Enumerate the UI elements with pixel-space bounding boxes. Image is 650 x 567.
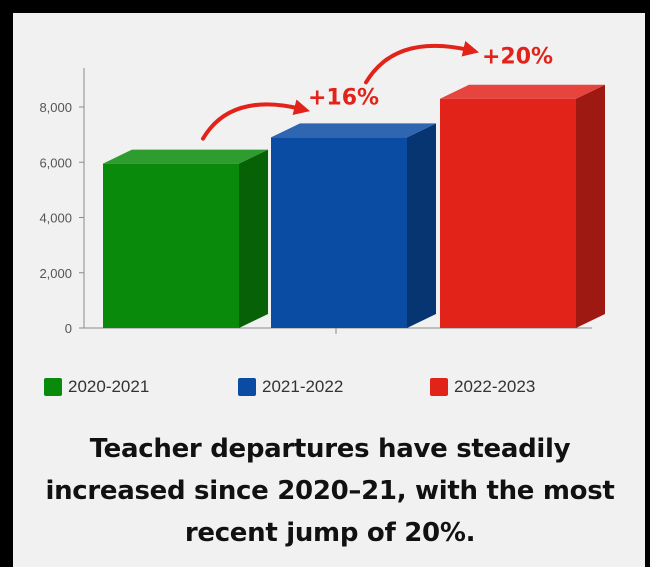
bar-front [103, 163, 239, 328]
growth-label: +16% [308, 85, 379, 110]
y-tick-label: 8,000 [39, 100, 72, 115]
y-tick-label: 6,000 [39, 155, 72, 170]
y-tick-label: 2,000 [39, 266, 72, 281]
bar-side [239, 149, 268, 328]
growth-arrow [364, 40, 480, 85]
chart-caption: Teacher departures have steadily increas… [45, 434, 615, 548]
bar-side [576, 84, 605, 329]
bar-2022-2023 [440, 84, 605, 329]
legend-label: 2021-2022 [262, 377, 344, 396]
bars [103, 84, 605, 329]
legend-item-2020-2021: 2020-2021 [44, 377, 149, 397]
legend-label: 2020-2021 [68, 377, 150, 396]
bar-top [103, 149, 268, 164]
legend-item-2021-2022: 2021-2022 [238, 377, 343, 397]
bar-top [271, 123, 436, 138]
legend: 2020-2021 2021-2022 2022-2023 [44, 377, 604, 401]
bar-front [271, 137, 407, 328]
legend-swatch-red [430, 378, 448, 396]
bar-side [407, 123, 436, 328]
legend-swatch-green [44, 378, 62, 396]
bar-top [440, 84, 605, 99]
growth-label: +20% [482, 45, 553, 70]
annotations: +16% +20% [201, 40, 553, 141]
bar-front [440, 98, 576, 329]
legend-item-2022-2023: 2022-2023 [430, 377, 535, 397]
bar-chart: 0 2,000 4,000 6,000 8,000 +16% +20% [39, 40, 605, 336]
y-tick-label: 0 [65, 321, 72, 336]
bar-2020-2021 [103, 149, 268, 328]
legend-swatch-blue [238, 378, 256, 396]
growth-arrow [201, 99, 310, 141]
y-tick-label: 4,000 [39, 211, 72, 226]
legend-label: 2022-2023 [454, 377, 536, 396]
bar-2021-2022 [271, 123, 436, 328]
